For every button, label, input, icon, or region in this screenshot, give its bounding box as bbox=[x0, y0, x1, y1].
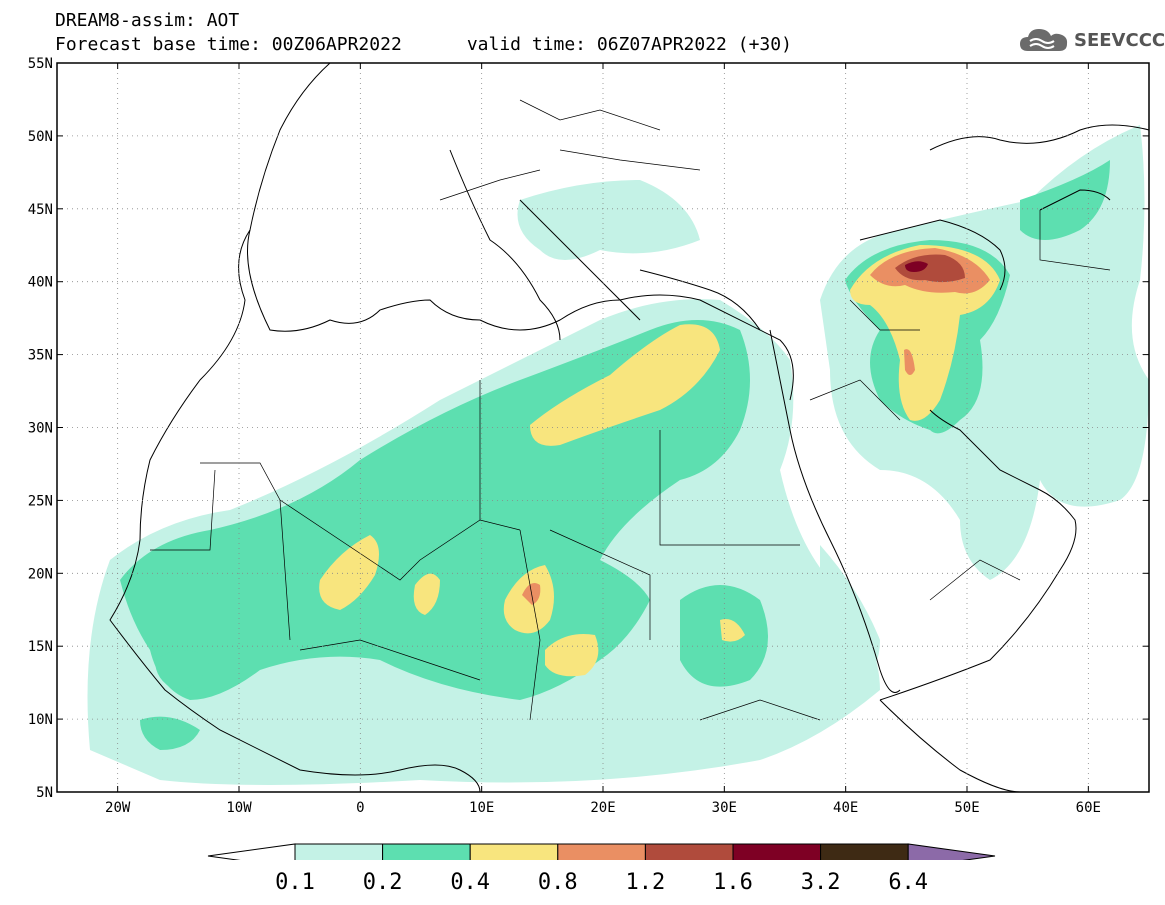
axis-ticks bbox=[57, 62, 1149, 793]
aot-region-0.4 bbox=[720, 619, 745, 642]
longitude-labels: 20W 10W 0 10E 20E 30E 40E 50E 60E bbox=[105, 800, 1101, 816]
aot-region-0.8 bbox=[904, 349, 915, 375]
lon-label: 50E bbox=[954, 800, 979, 816]
aot-region-0.4 bbox=[545, 634, 599, 677]
seevccc-logo: SEEVCCC bbox=[1018, 24, 1165, 56]
aot-region-0.4 bbox=[413, 573, 440, 615]
colorbar-label: 0.1 bbox=[275, 870, 315, 895]
lon-label: 30E bbox=[712, 800, 737, 816]
colorbar-label: 0.2 bbox=[362, 870, 403, 895]
valid-time: valid time: 06Z07APR2022 (+30) bbox=[466, 34, 792, 55]
logo-text: SEEVCCC bbox=[1074, 29, 1165, 51]
colorbar-label: 0.8 bbox=[537, 870, 578, 895]
lat-label: 50N bbox=[28, 129, 53, 145]
aot-region-0.4 bbox=[319, 535, 379, 610]
lat-label: 40N bbox=[28, 275, 53, 291]
aot-region-0.8 bbox=[522, 582, 541, 605]
colorbar-swatch bbox=[469, 843, 559, 860]
cloud-icon bbox=[1020, 29, 1068, 51]
aot-region-1.6 bbox=[905, 261, 928, 272]
colorbar-label: 1.2 bbox=[625, 870, 666, 895]
aot-region-0.1 bbox=[820, 545, 880, 680]
aot-region-0.1 bbox=[820, 125, 1149, 580]
lat-label: 45N bbox=[28, 202, 53, 218]
colorbar-lower-arrow bbox=[207, 843, 296, 860]
lat-label: 10N bbox=[28, 712, 53, 728]
lat-label: 5N bbox=[36, 785, 53, 801]
colorbar-label: 3.2 bbox=[800, 870, 841, 895]
colorbar-swatch bbox=[644, 843, 734, 860]
aot-region-0.1 bbox=[517, 180, 700, 260]
colorbar-swatch bbox=[820, 843, 909, 860]
colorbar-label: 1.6 bbox=[713, 870, 753, 895]
lon-label: 20W bbox=[105, 800, 131, 816]
aot-region-0.2 bbox=[1020, 160, 1110, 240]
aot-region-0.2 bbox=[155, 650, 210, 690]
lon-label: 10E bbox=[469, 800, 494, 816]
colorbar-swatch bbox=[294, 843, 384, 860]
coastlines bbox=[109, 63, 1149, 792]
base-time: Forecast base time: 00Z06APR2022 bbox=[55, 34, 402, 55]
lat-label: 15N bbox=[28, 639, 53, 655]
lat-label: 55N bbox=[28, 56, 53, 72]
colorbar-upper-arrow bbox=[907, 843, 996, 860]
lon-label: 20E bbox=[590, 800, 615, 816]
aot-colorbar bbox=[207, 843, 996, 860]
lon-label: 40E bbox=[833, 800, 858, 816]
lon-label: 60E bbox=[1076, 800, 1101, 816]
lon-label: 0 bbox=[356, 800, 364, 816]
aot-region-1.2 bbox=[895, 254, 965, 283]
lat-label: 30N bbox=[28, 421, 53, 437]
colorbar-label: 6.4 bbox=[888, 870, 929, 895]
colorbar-swatch bbox=[557, 843, 646, 860]
colorbar-label: 0.4 bbox=[450, 870, 491, 895]
lat-lon-grid bbox=[57, 63, 1149, 792]
colorbar-swatch bbox=[382, 843, 471, 860]
colorbar-swatch bbox=[732, 843, 822, 860]
aot-region-0.2 bbox=[140, 716, 200, 750]
country-borders bbox=[150, 99, 1111, 721]
title-times: Forecast base time: 00Z06APR2022 valid t… bbox=[55, 35, 792, 55]
title-variable: DREAM8-assim: AOT bbox=[55, 10, 240, 31]
lat-label: 25N bbox=[28, 493, 53, 509]
aot-map: 5N 10N 15N 20N 25N 30N 35N 40N 45N 50N 55N 20W 10W 0… bbox=[28, 56, 1150, 860]
lat-label: 20N bbox=[28, 566, 53, 582]
latitude-labels: 5N 10N 15N 20N 25N 30N 35N 40N 45N 50N 55N bbox=[28, 56, 53, 801]
lon-label: 10W bbox=[226, 800, 252, 816]
lat-label: 35N bbox=[28, 348, 53, 364]
